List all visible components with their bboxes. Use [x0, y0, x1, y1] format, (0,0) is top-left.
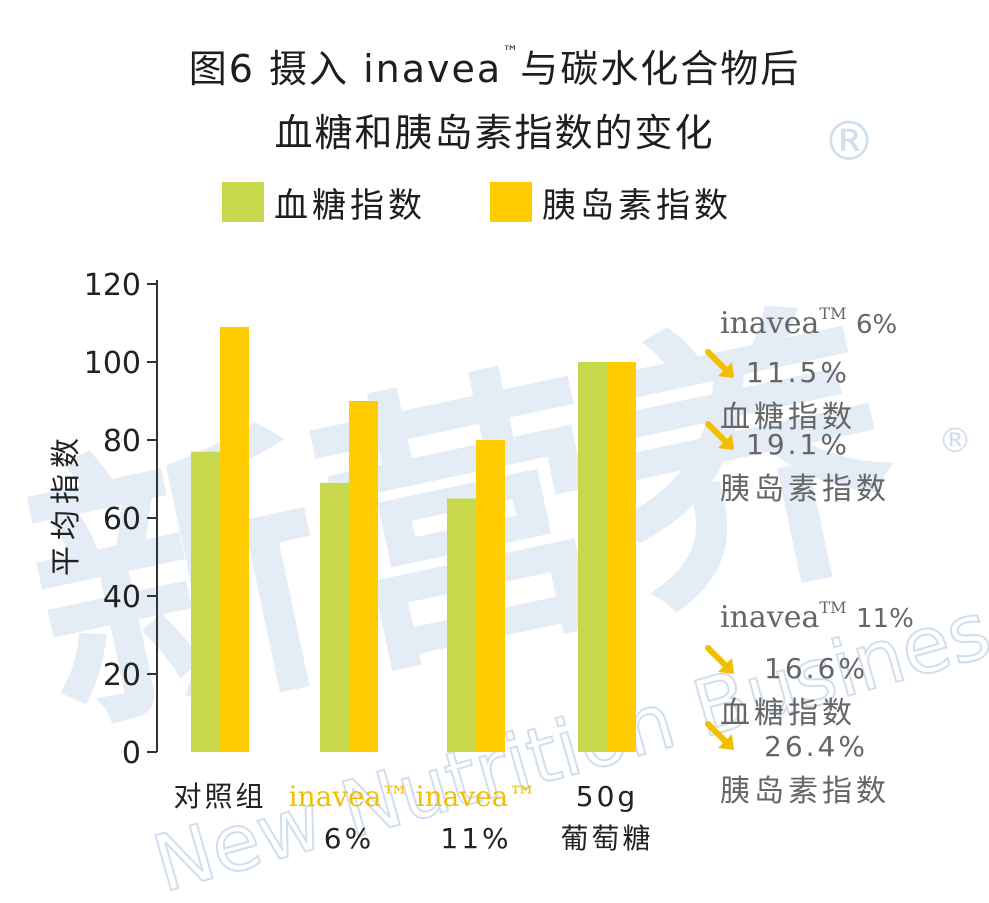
bar-insulin-2	[476, 440, 505, 752]
category-label-line1: inavea™	[289, 780, 410, 813]
y-tick-label: 60	[103, 502, 141, 537]
bar-glucose-2	[447, 498, 476, 752]
annotation-6: inaveaTM 6%	[720, 304, 898, 341]
category-label-line1: 50g	[576, 780, 638, 813]
y-tick-label: 20	[103, 658, 141, 693]
annotation-11: inaveaTM 11%	[720, 598, 914, 635]
legend-label-glucose: 血糖指数	[274, 185, 426, 226]
annotation-6-product: inavea	[720, 306, 820, 341]
annotation-6-title: inaveaTM 6%	[720, 304, 898, 341]
legend-swatch-glucose	[222, 182, 264, 222]
down-arrow-icon	[705, 349, 734, 378]
category-label-line2: 6%	[324, 822, 374, 855]
annotation-6-tm: TM	[819, 304, 847, 323]
title-post: 与碳水化合物后	[520, 47, 801, 91]
annotation-11-insulin-pct: 26.4%	[764, 730, 868, 763]
bar-glucose-0	[191, 451, 220, 752]
annotation-11-tm: TM	[819, 598, 847, 617]
annotation-11-product: inavea	[720, 600, 820, 635]
annotation-6-insulin-label: 胰岛素指数	[720, 472, 890, 507]
annotation-11-glucose-pct: 16.6%	[764, 652, 868, 685]
bar-glucose-3	[578, 362, 607, 752]
title-pre: 图6 摄入 inavea	[188, 47, 503, 91]
annotation-11-dose: 11%	[856, 604, 914, 634]
down-arrow-icon	[705, 721, 734, 750]
chart-title-line2: 血糖和胰岛素指数的变化	[274, 111, 715, 155]
annotation-11-glucose-label: 血糖指数	[720, 696, 856, 731]
annotation-6-glucose-label: 血糖指数	[720, 400, 856, 435]
y-tick-label: 40	[103, 580, 141, 615]
down-arrow-icon	[705, 421, 734, 450]
legend-item-insulin: 胰岛素指数	[490, 180, 732, 226]
y-tick-label: 0	[122, 736, 141, 771]
bar-insulin-3	[607, 362, 636, 752]
y-axis-label: 平均指数	[49, 432, 84, 576]
category-label-line2: 葡萄糖	[560, 822, 653, 855]
title-tm: ™	[502, 42, 521, 61]
annotation-6-glucose-pct: 11.5%	[746, 356, 850, 389]
y-tick-label: 100	[84, 346, 141, 381]
annotation-6-insulin-pct: 19.1%	[746, 428, 850, 461]
annotation-6-dose: 6%	[856, 310, 898, 340]
bar-insulin-0	[220, 326, 249, 752]
annotation-11-insulin-label: 胰岛素指数	[720, 774, 890, 809]
legend-label-insulin: 胰岛素指数	[542, 185, 732, 226]
watermark-reg-2: ®	[938, 421, 972, 461]
bar-insulin-1	[349, 401, 378, 752]
y-tick-label: 120	[84, 268, 141, 303]
watermark-reg-1: ®	[822, 110, 876, 173]
annotation-11-title: inaveaTM 11%	[720, 598, 914, 635]
legend-item-glucose: 血糖指数	[222, 180, 426, 226]
legend-swatch-insulin	[490, 182, 532, 222]
bar-glucose-1	[320, 482, 349, 752]
down-arrow-icon	[705, 645, 734, 674]
category-label-line1: 对照组	[173, 780, 266, 813]
y-tick-label: 80	[103, 424, 141, 459]
category-label-line2: 11%	[440, 822, 511, 855]
chart-title-line1: 图6 摄入 inavea™与碳水化合物后	[0, 38, 989, 93]
category-label-line1: inavea™	[416, 780, 537, 813]
